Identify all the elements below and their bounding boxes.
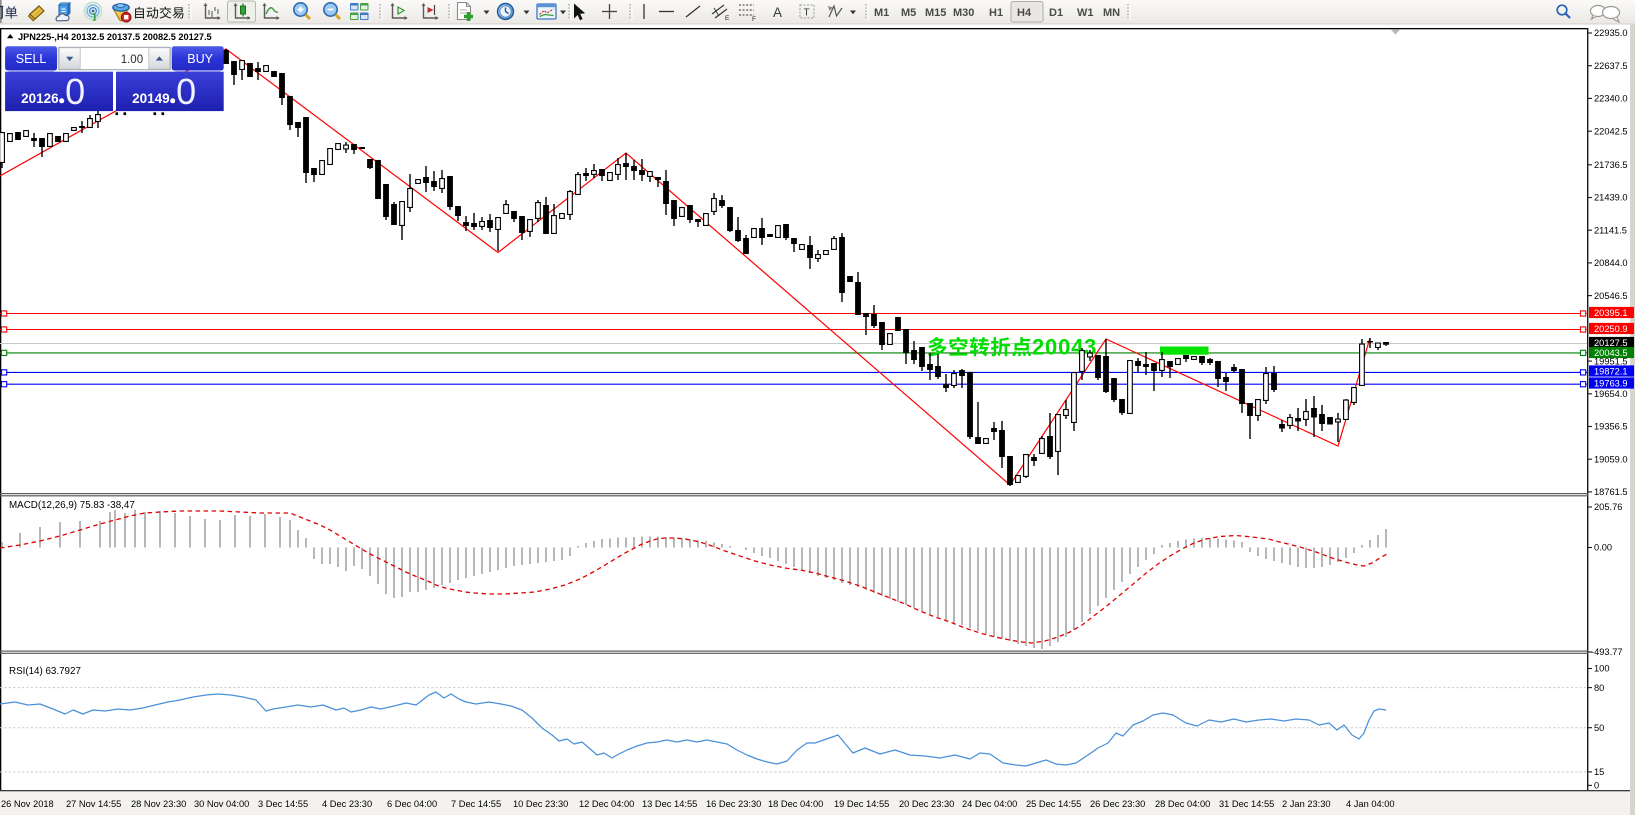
svg-text:28 Nov 23:30: 28 Nov 23:30 (131, 799, 186, 809)
svg-text:M5: M5 (901, 7, 916, 19)
svg-text:22340.0: 22340.0 (1594, 94, 1628, 104)
svg-text:6 Dec 04:00: 6 Dec 04:00 (387, 799, 437, 809)
svg-text:22042.5: 22042.5 (1594, 126, 1628, 136)
svg-text:19951.5: 19951.5 (1594, 356, 1628, 366)
svg-text:19763.9: 19763.9 (1594, 378, 1628, 388)
svg-text:M15: M15 (925, 7, 946, 19)
svg-text:25 Dec 14:55: 25 Dec 14:55 (1026, 799, 1081, 809)
svg-text:20250.9: 20250.9 (1594, 324, 1628, 334)
svg-text:RSI(14) 63.7927: RSI(14) 63.7927 (9, 666, 81, 677)
svg-text:21736.5: 21736.5 (1594, 160, 1628, 170)
svg-text:2 Jan 23:30: 2 Jan 23:30 (1282, 799, 1331, 809)
svg-text:7 Dec 14:55: 7 Dec 14:55 (451, 799, 501, 809)
svg-text:20043: 20043 (1032, 335, 1097, 360)
svg-text:19654.0: 19654.0 (1594, 389, 1628, 399)
svg-text:20844.0: 20844.0 (1594, 258, 1628, 268)
svg-text:22935.0: 22935.0 (1594, 28, 1628, 38)
svg-text:BUY: BUY (187, 52, 213, 66)
svg-text:M30: M30 (953, 7, 974, 19)
svg-text:100: 100 (1594, 664, 1610, 674)
svg-text:13 Dec 14:55: 13 Dec 14:55 (642, 799, 697, 809)
svg-text:0: 0 (1594, 781, 1599, 791)
svg-text:3 Dec 14:55: 3 Dec 14:55 (258, 799, 308, 809)
svg-text:16 Dec 23:30: 16 Dec 23:30 (706, 799, 761, 809)
svg-text:10 Dec 23:30: 10 Dec 23:30 (513, 799, 568, 809)
svg-text:-493.77: -493.77 (1591, 647, 1623, 657)
svg-text:H4: H4 (1017, 7, 1032, 19)
svg-text:M1: M1 (874, 7, 889, 19)
svg-text:MACD(12,26,9) 75.83 -38,47: MACD(12,26,9) 75.83 -38,47 (9, 500, 135, 511)
svg-text:31 Dec 14:55: 31 Dec 14:55 (1219, 799, 1274, 809)
svg-text:4 Jan 04:00: 4 Jan 04:00 (1346, 799, 1395, 809)
svg-text:19 Dec 14:55: 19 Dec 14:55 (834, 799, 889, 809)
svg-text:20126: 20126 (21, 91, 59, 106)
svg-text:MN: MN (1103, 7, 1120, 19)
svg-text:20043.5: 20043.5 (1594, 348, 1628, 358)
svg-text:26 Dec 23:30: 26 Dec 23:30 (1090, 799, 1145, 809)
svg-text:20127.5: 20127.5 (1594, 338, 1628, 348)
svg-text:22637.5: 22637.5 (1594, 61, 1628, 71)
svg-text:19059.0: 19059.0 (1594, 454, 1628, 464)
svg-text:205.76: 205.76 (1594, 502, 1622, 512)
svg-text:D1: D1 (1049, 7, 1063, 19)
svg-text:21141.5: 21141.5 (1594, 225, 1627, 235)
svg-text:20395.1: 20395.1 (1594, 308, 1628, 318)
svg-text:SELL: SELL (16, 52, 47, 66)
svg-text:0.00: 0.00 (1594, 543, 1612, 553)
svg-text:A: A (773, 5, 782, 20)
svg-text:28 Dec 04:00: 28 Dec 04:00 (1155, 799, 1210, 809)
svg-text:27 Nov 14:55: 27 Nov 14:55 (66, 799, 121, 809)
svg-text:50: 50 (1594, 723, 1604, 733)
svg-text:W1: W1 (1077, 7, 1094, 19)
svg-text:19872.1: 19872.1 (1594, 366, 1628, 376)
svg-text:JPN225-,H4 20132.5 20137.5 20: JPN225-,H4 20132.5 20137.5 20082.5 20127… (18, 32, 212, 42)
svg-text:18 Dec 04:00: 18 Dec 04:00 (768, 799, 823, 809)
svg-text:15: 15 (1594, 767, 1604, 777)
svg-text:21439.0: 21439.0 (1594, 193, 1628, 203)
svg-text:T: T (804, 8, 810, 19)
svg-text:19356.5: 19356.5 (1594, 422, 1628, 432)
svg-text:0: 0 (65, 71, 85, 112)
svg-text:80: 80 (1594, 683, 1604, 693)
svg-text:20149: 20149 (132, 91, 170, 106)
svg-text:E: E (725, 15, 730, 22)
svg-text:30 Nov 04:00: 30 Nov 04:00 (194, 799, 249, 809)
svg-text:F: F (752, 16, 756, 23)
svg-text:0: 0 (176, 71, 196, 112)
svg-text:26 Nov 2018: 26 Nov 2018 (1, 799, 54, 809)
svg-text:20546.5: 20546.5 (1594, 291, 1628, 301)
svg-text:4 Dec 23:30: 4 Dec 23:30 (322, 799, 372, 809)
svg-text:H1: H1 (989, 7, 1003, 19)
svg-text:20 Dec 23:30: 20 Dec 23:30 (899, 799, 954, 809)
svg-text:1.00: 1.00 (121, 54, 143, 66)
svg-text:24 Dec 04:00: 24 Dec 04:00 (962, 799, 1017, 809)
svg-text:12 Dec 04:00: 12 Dec 04:00 (579, 799, 634, 809)
svg-text:18761.5: 18761.5 (1594, 487, 1628, 497)
